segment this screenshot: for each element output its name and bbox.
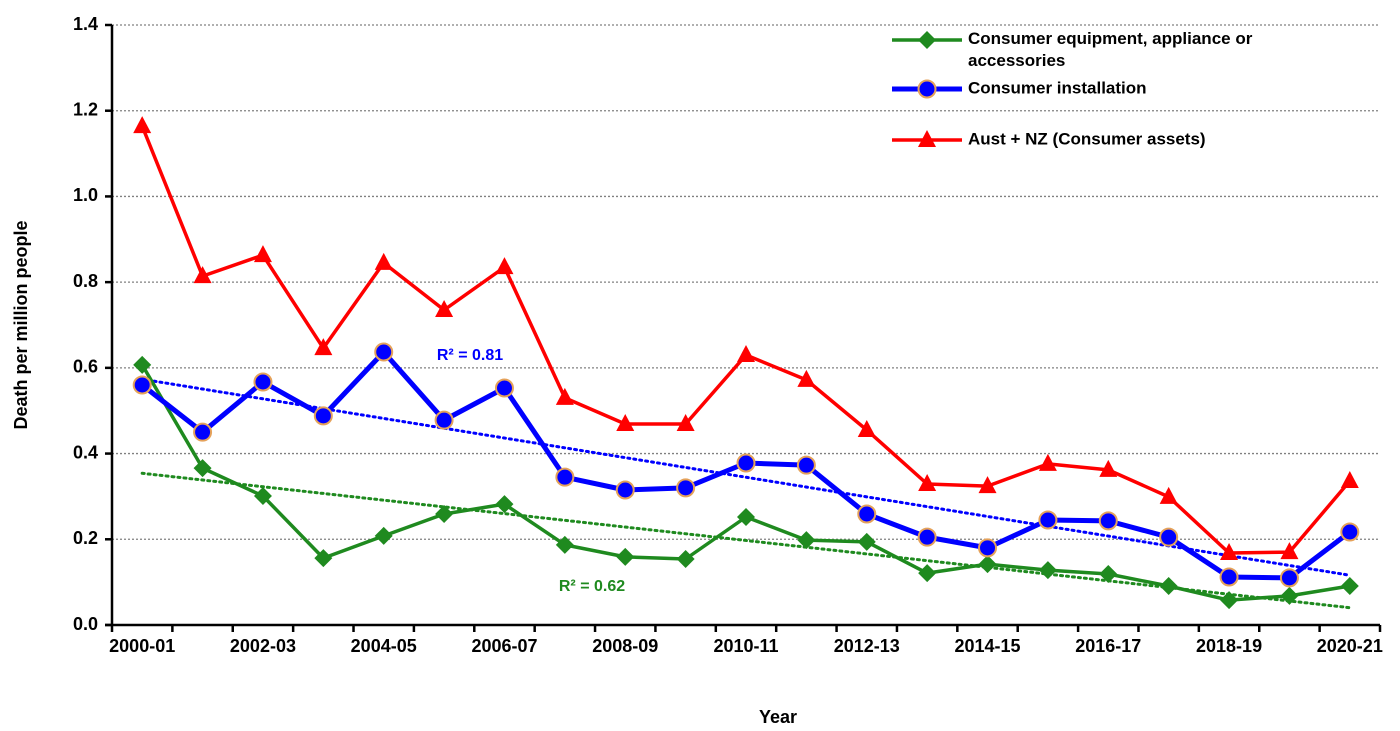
data-point <box>857 420 876 437</box>
data-point <box>737 508 755 526</box>
data-point <box>313 406 333 426</box>
data-point <box>374 252 393 270</box>
legend-marker <box>917 79 937 99</box>
data-point <box>193 266 212 284</box>
data-point <box>1219 567 1239 587</box>
data-point <box>495 257 514 275</box>
data-point <box>1159 577 1178 595</box>
data-point <box>796 455 816 475</box>
data-point <box>374 342 394 362</box>
data-point <box>917 527 937 547</box>
annotation: R² = 0.81 <box>437 347 503 364</box>
legend-marker <box>918 130 936 147</box>
data-point <box>253 372 273 392</box>
legend: Consumer equipment, appliance or accessor… <box>892 29 1253 148</box>
y-tick-label: 1.2 <box>73 99 98 119</box>
data-point <box>1280 586 1299 605</box>
data-point <box>737 345 755 362</box>
y-tick-label: 0.4 <box>73 442 98 462</box>
data-point <box>555 387 574 405</box>
data-point <box>616 414 635 431</box>
data-point <box>314 549 333 568</box>
data-point <box>1159 527 1179 547</box>
data-point <box>736 453 756 473</box>
y-axis-label: Death per million people <box>11 220 31 429</box>
x-tick-label: 2010-11 <box>713 636 778 656</box>
data-point <box>797 531 816 550</box>
data-point <box>555 535 574 554</box>
data-point <box>978 476 997 494</box>
data-point <box>918 564 937 583</box>
data-point <box>555 467 575 487</box>
data-point <box>253 245 272 263</box>
x-tick-label: 2008-09 <box>592 636 658 656</box>
data-point <box>676 550 695 568</box>
data-point <box>132 375 152 395</box>
y-tick-label: 0.8 <box>73 271 98 291</box>
data-point <box>314 338 333 356</box>
x-tick-label: 2006-07 <box>471 636 537 656</box>
data-point <box>676 414 695 431</box>
data-point <box>434 410 454 430</box>
legend-label: Aust + NZ (Consumer assets) <box>968 129 1206 148</box>
data-point <box>1038 561 1057 580</box>
data-point <box>616 547 635 566</box>
data-point <box>435 505 454 523</box>
data-point <box>374 526 393 545</box>
y-tick-label: 0.2 <box>73 528 98 548</box>
x-tick-label: 2000-01 <box>109 636 175 656</box>
legend-label: Consumer installation <box>968 78 1147 97</box>
data-point <box>1280 542 1299 560</box>
x-tick-label: 2020-21 <box>1317 636 1383 656</box>
data-point <box>1099 459 1118 477</box>
data-point <box>133 116 152 134</box>
data-point <box>494 378 514 398</box>
trendline <box>140 471 1352 610</box>
legend-marker <box>918 31 936 49</box>
data-point <box>857 504 877 524</box>
x-tick-label: 2014-15 <box>954 636 1020 656</box>
data-point <box>1099 565 1118 583</box>
data-point <box>1098 511 1118 531</box>
y-tick-label: 0.6 <box>73 357 98 377</box>
legend-label: Consumer equipment, appliance or accessor… <box>968 29 1253 70</box>
data-point <box>193 459 212 478</box>
data-point <box>435 300 454 317</box>
data-point <box>978 538 998 558</box>
y-tick-label: 1.0 <box>73 185 98 205</box>
data-point <box>1279 568 1299 588</box>
data-point <box>1220 543 1239 560</box>
annotation: R² = 0.62 <box>559 578 625 595</box>
data-point <box>1159 486 1178 504</box>
data-point <box>797 369 816 387</box>
x-tick-label: 2012-13 <box>834 636 900 656</box>
data-point <box>676 478 696 498</box>
data-point <box>978 555 997 574</box>
series <box>133 355 1359 610</box>
series <box>133 116 1359 560</box>
data-point <box>615 480 635 500</box>
trendline <box>140 377 1352 577</box>
data-point <box>495 495 514 514</box>
data-point <box>193 422 213 442</box>
data-point <box>1220 591 1239 610</box>
data-point <box>918 474 937 491</box>
x-tick-label: 2016-17 <box>1075 636 1141 656</box>
x-tick-label: 2018-19 <box>1196 636 1262 656</box>
series <box>132 342 1360 588</box>
data-point <box>1038 510 1058 530</box>
y-tick-label: 0.0 <box>73 614 98 634</box>
data-point <box>133 355 152 374</box>
data-point <box>253 487 272 505</box>
x-tick-label: 2002-03 <box>230 636 296 656</box>
data-point <box>1038 453 1057 471</box>
x-tick-label: 2004-05 <box>351 636 417 656</box>
x-axis-label: Year <box>759 707 797 727</box>
data-point <box>1340 471 1359 488</box>
data-point <box>857 532 876 551</box>
y-tick-label: 1.4 <box>73 14 98 34</box>
data-point <box>1340 577 1359 595</box>
data-point <box>1340 522 1360 542</box>
